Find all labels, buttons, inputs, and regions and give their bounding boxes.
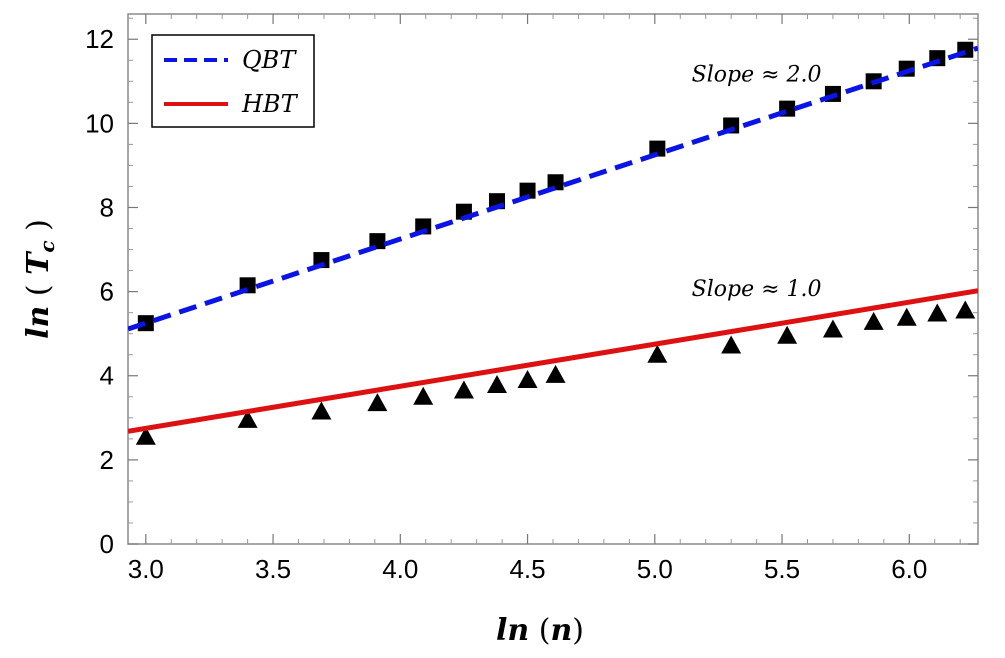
slope-annotation: Slope ≈ 2.0 — [692, 62, 822, 87]
y-tick-label: 0 — [100, 529, 114, 559]
x-tick-label: 3.5 — [255, 554, 291, 584]
series-layer — [128, 41, 978, 445]
data-point-qbt — [369, 233, 386, 250]
data-point-hbt — [927, 303, 948, 322]
y-axis-title-var: T — [21, 250, 56, 275]
data-point-hbt — [545, 364, 566, 383]
y-tick-label: 2 — [100, 445, 114, 475]
legend-label-qbt: QBT — [242, 46, 297, 74]
data-point-hbt — [517, 369, 538, 388]
x-axis-title: ln (n) — [496, 613, 584, 648]
data-point-hbt — [896, 307, 917, 326]
data-point-hbt — [135, 426, 156, 445]
data-point-hbt — [487, 375, 508, 393]
data-point-hbt — [777, 325, 798, 344]
data-point-qbt — [519, 182, 536, 199]
y-tick-label: 10 — [85, 108, 114, 138]
y-tick-label: 6 — [100, 277, 114, 307]
x-tick-label: 3.0 — [128, 554, 164, 584]
y-tick-label: 4 — [100, 361, 114, 391]
fit-line-hbt — [128, 288, 978, 434]
data-point-hbt — [822, 319, 843, 338]
x-tick-label: 5.0 — [637, 554, 673, 584]
series-hbt — [128, 288, 978, 445]
series-qbt — [128, 41, 978, 332]
legend-box — [151, 34, 315, 128]
data-point-qbt — [547, 174, 564, 191]
x-axis-title-var: n — [550, 613, 572, 648]
y-axis-title-sub: c — [35, 240, 59, 252]
data-point-hbt — [453, 380, 474, 399]
x-tick-label: 5.5 — [764, 554, 800, 584]
x-tick-label: 4.0 — [382, 554, 418, 584]
y-tick-label: 12 — [85, 24, 114, 54]
slope-annotation: Slope ≈ 1.0 — [692, 277, 822, 302]
data-point-qbt — [137, 315, 154, 332]
y-axis-title: ln ( Tc ) — [21, 219, 59, 339]
y-axis-tick-labels: 0 2 4 6 8 10 12 — [85, 24, 114, 559]
data-point-qbt — [649, 140, 666, 157]
annotations: Slope ≈ 2.0 Slope ≈ 1.0 — [692, 62, 822, 302]
axis-ticks — [128, 14, 978, 545]
x-tick-label: 4.5 — [509, 554, 545, 584]
x-axis-tick-labels: 3.0 3.5 4.0 4.5 5.0 5.5 6.0 — [128, 554, 928, 584]
data-point-hbt — [955, 300, 976, 319]
y-axis-title-fn: ln — [21, 306, 56, 339]
data-point-hbt — [721, 335, 742, 354]
data-point-hbt — [367, 393, 388, 412]
fit-line-qbt — [128, 45, 978, 332]
legend: QBT HBT — [151, 34, 315, 128]
data-point-hbt — [413, 386, 434, 405]
legend-label-hbt: HBT — [241, 90, 299, 118]
y-tick-label: 8 — [100, 192, 114, 222]
data-point-hbt — [647, 344, 668, 363]
data-point-hbt — [237, 409, 258, 428]
x-tick-label: 6.0 — [891, 554, 927, 584]
data-point-hbt — [311, 401, 332, 420]
data-point-hbt — [863, 311, 884, 330]
x-axis-title-fn: ln — [496, 613, 529, 648]
